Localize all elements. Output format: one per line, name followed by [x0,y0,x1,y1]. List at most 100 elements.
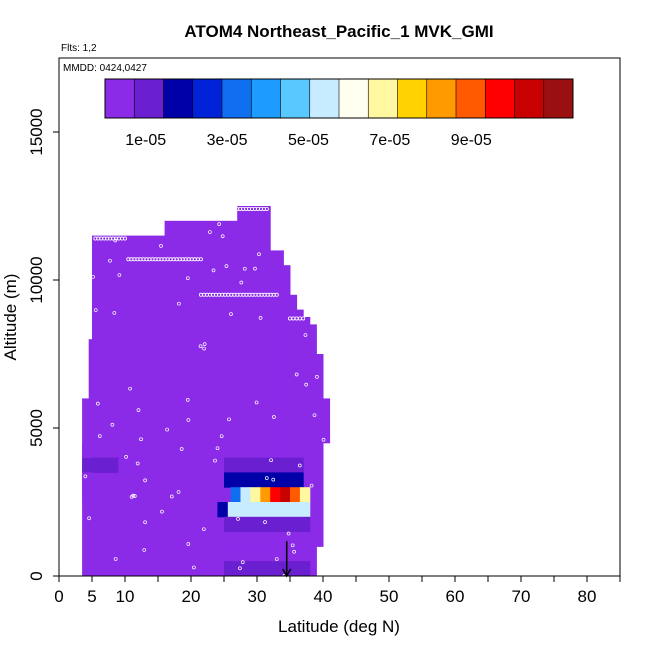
observation-marker [227,417,231,422]
observation-marker [301,316,306,321]
observation-marker [286,531,291,536]
observation-marker [179,447,184,451]
observation-marker [198,344,203,349]
curtain-column [290,294,298,577]
observation-marker [264,206,269,211]
x-tick-label: 20 [182,587,201,606]
curtain-column [309,324,317,577]
heatmap-cell [82,442,93,459]
heatmap-cell [224,457,304,473]
observation-marker [229,312,233,316]
observation-marker [263,520,267,524]
colorbar-tick-label: 9e-05 [451,132,492,149]
heatmap-cell [260,487,271,503]
colorbar-segment [222,79,252,118]
y-axis-label: Altitude (m) [1,274,20,361]
observation-scatter [83,222,326,578]
observation-marker [201,527,206,532]
heatmap-cell [217,502,228,518]
flight-track [235,206,269,211]
x-tick-label: 30 [248,587,267,606]
colorbar-segment [163,79,194,118]
observation-marker [294,372,299,377]
observation-marker [269,458,273,463]
heatmap-cell [250,487,261,503]
curtain-column [303,317,311,577]
colorbar-segment [339,79,369,118]
observation-marker [309,483,314,488]
colorbar-segment [514,79,545,118]
heatmap-cell [82,487,106,503]
observation-marker [117,273,122,277]
observation-marker [186,542,191,546]
observation-marker [169,494,174,499]
observation-marker [83,474,88,479]
plot-frame [58,57,621,577]
colorbar-frame [104,78,574,119]
observation-marker [238,566,242,571]
heatmap-cell [82,457,119,473]
observation-marker [128,386,132,391]
observation-marker [113,238,118,243]
observation-marker [124,454,128,459]
y-tick-label: 5000 [27,409,46,447]
x-tick-label: 0 [54,587,63,606]
colorbar-segment [485,79,515,118]
heatmap-cell [270,487,281,503]
observation-marker [254,400,259,405]
colorbar-tick-label: 5e-05 [288,132,329,149]
colorbar-segment [309,79,340,118]
colorbar-segment [368,79,398,118]
colorbar-segment [134,79,164,118]
observation-marker [110,422,115,427]
observation-marker [290,543,295,548]
observation-marker [96,401,100,406]
observation-marker [272,415,276,419]
observation-marker [186,418,191,422]
observation-marker [208,230,212,234]
observation-marker [211,268,216,273]
observation-marker [185,398,190,402]
curtain-column [164,220,218,577]
heatmap-cell [280,487,291,503]
observation-marker [97,434,102,439]
curtain-column [283,265,291,577]
curtain-column [316,354,324,547]
heatmap-cell [290,487,301,503]
observation-marker [215,446,220,451]
colorbar-segment [397,79,428,118]
date-annotation: MMDD: 0424,0427 [63,63,147,74]
flight-track [93,236,128,241]
curtain-column [92,235,106,577]
observation-marker [123,236,128,241]
observation-marker [160,509,164,514]
observation-marker [257,252,261,257]
observation-marker [177,301,181,306]
observation-marker [274,557,279,561]
flight-track [126,257,203,262]
observation-marker [113,557,118,561]
observation-marker [304,382,309,387]
flight-track [287,316,306,321]
x-tick-label: 70 [512,587,531,606]
observation-marker [192,565,196,570]
x-tick-label: 10 [116,587,135,606]
y-tick-label: 10000 [27,256,46,303]
observation-marker [236,517,240,521]
colorbar-segment [426,79,457,118]
observation-marker [220,234,225,239]
x-axis-label: Latitude (deg N) [278,617,400,636]
heatmap-cell [224,502,311,518]
observation-marker [258,315,263,320]
observation-marker [176,490,181,494]
observation-marker [202,346,206,351]
colorbar: 1e-05 3e-05 5e-05 7e-05 9e-05 [104,78,574,149]
plot-area [82,206,331,578]
colorbar-segment [251,79,281,118]
heatmap-cell [230,487,241,503]
heatmap-cell [224,561,311,577]
heatmap-cell [82,472,93,488]
observation-marker [165,427,169,432]
observation-marker [312,413,317,418]
heatmap-cell [240,487,251,503]
